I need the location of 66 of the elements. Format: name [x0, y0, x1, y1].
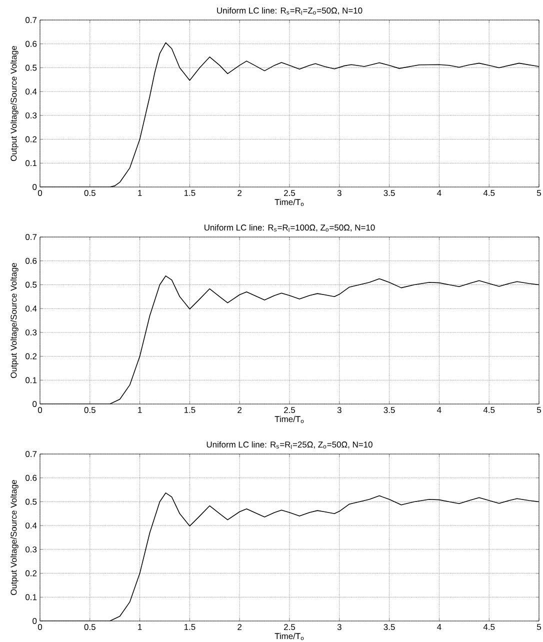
y-tick-label: 0.6: [26, 40, 37, 47]
y-axis-title: Output Voltage/Source Voltage: [10, 46, 18, 162]
y-axis-title: Output Voltage/Source Voltage: [10, 480, 18, 596]
chart-title: Uniform LC line: R$_{s}$=R$_{l}$=Z$_{o}$=50Ω, N=10: [217, 7, 362, 16]
y-tick-label: 0.1: [26, 160, 37, 166]
x-tick-label: 5: [536, 624, 542, 630]
y-tick-label: 0.1: [26, 377, 37, 384]
x-tick-label: 4.5: [483, 407, 495, 413]
y-tick-label: 0.7: [26, 234, 37, 240]
y-tick-label: 0: [32, 401, 37, 407]
x-tick-label: 5: [536, 407, 542, 413]
x-tick-label: 5: [536, 190, 542, 196]
y-tick-label: 0.5: [26, 498, 37, 505]
x-tick-label: 0: [38, 190, 42, 196]
x-axis-title: Time/T$_{o}$: [274, 198, 304, 206]
x-tick-label: 4: [437, 190, 442, 196]
y-tick-label: 0.2: [26, 136, 37, 142]
x-tick-label: 1: [138, 624, 142, 630]
y-tick-label: 0.4: [26, 522, 37, 529]
x-tick-label: 1.5: [184, 407, 196, 413]
y-tick-label: 0: [32, 184, 37, 190]
x-tick-label: 2: [238, 190, 242, 196]
y-tick-label: 0.2: [26, 570, 37, 576]
x-axis-title: Time/T$_{o}$: [274, 632, 304, 640]
x-tick-label: 4: [437, 407, 442, 413]
x-tick-label: 3: [337, 624, 342, 630]
x-tick-label: 4.5: [483, 624, 495, 630]
y-tick-label: 0.2: [26, 353, 37, 360]
y-tick-label: 0.7: [26, 17, 37, 23]
chart-title: Uniform LC line: R$_{s}$=R$_{l}$=25Ω, Z$_{o}$=50Ω, N=10: [206, 441, 372, 450]
y-tick-label: 0.3: [26, 112, 37, 118]
y-tick-label: 0: [32, 618, 37, 624]
x-tick-label: 4.5: [483, 190, 495, 196]
x-tick-label: 2.5: [284, 190, 296, 196]
x-tick-label: 0.5: [84, 624, 96, 630]
y-tick-label: 0.6: [26, 258, 37, 264]
y-tick-label: 0.4: [26, 88, 37, 95]
x-tick-label: 0: [38, 624, 42, 630]
y-tick-label: 0.7: [26, 451, 37, 458]
y-tick-label: 0.4: [26, 306, 37, 312]
y-tick-label: 0.1: [26, 594, 37, 600]
x-axis-title: Time/T$_{o}$: [274, 416, 304, 424]
y-tick-label: 0.6: [26, 474, 37, 481]
y-tick-label: 0.5: [26, 64, 37, 71]
x-tick-label: 2.5: [284, 624, 296, 630]
y-tick-label: 0.3: [26, 546, 37, 552]
x-tick-label: 2.5: [284, 407, 296, 414]
x-tick-label: 2: [238, 407, 242, 413]
x-tick-label: 0: [38, 407, 42, 414]
x-tick-label: 0.5: [84, 190, 96, 196]
chart-title: Uniform LC line: R$_{s}$=R$_{l}$=100Ω, Z$_{o}$=50Ω, N=10: [204, 224, 375, 232]
x-tick-label: 4: [437, 624, 442, 630]
x-tick-label: 3: [337, 407, 342, 414]
x-tick-label: 0.5: [84, 407, 96, 414]
x-tick-label: 3.5: [384, 624, 395, 630]
x-tick-label: 1.5: [184, 624, 196, 630]
x-tick-label: 1: [138, 190, 142, 196]
x-tick-label: 3.5: [384, 190, 395, 196]
x-tick-label: 3.5: [384, 407, 395, 414]
y-tick-label: 0.3: [26, 329, 37, 336]
x-tick-label: 1: [138, 407, 142, 413]
x-tick-label: 2: [238, 624, 242, 630]
y-axis-title: Output Voltage/Source Voltage: [10, 262, 18, 378]
x-tick-label: 1.5: [184, 190, 196, 196]
y-tick-label: 0.5: [26, 282, 37, 288]
x-tick-label: 3: [337, 190, 342, 196]
